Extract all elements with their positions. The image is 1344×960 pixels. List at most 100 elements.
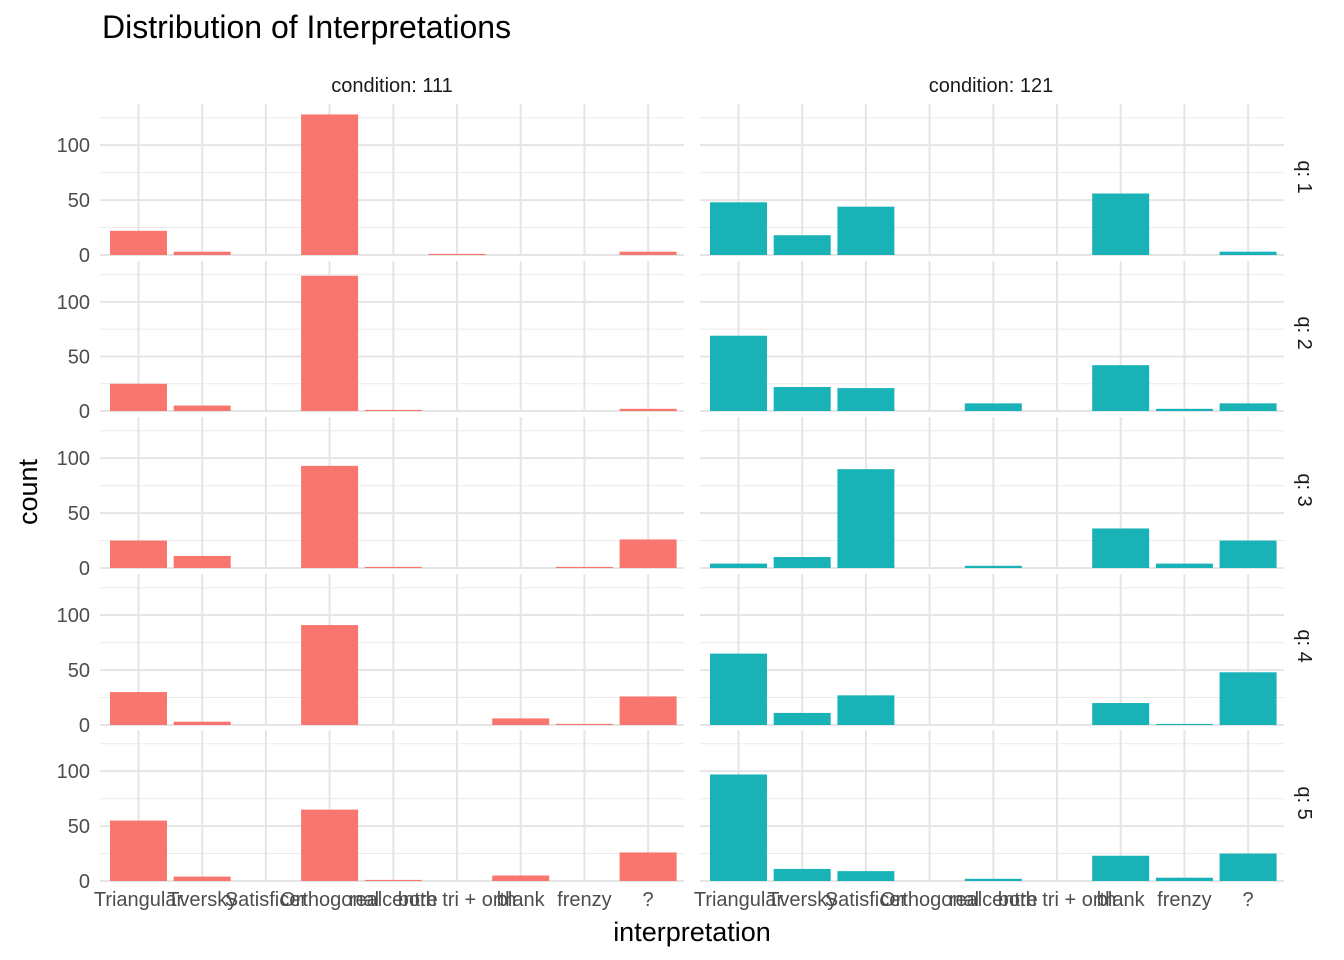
panel-q-4-condition-121 [700,574,1284,726]
bar-triangular [710,563,767,568]
bar-tversky [173,405,231,411]
panel-q-1-condition-111: 0 50 100 [57,104,684,267]
facet-strip-q4: q: 4 [1293,629,1315,662]
bar-triangular [710,202,767,255]
x-tick-label: both tri + orth [398,889,516,911]
x-tick-label: frenzy [1157,889,1211,911]
bar-triangular [110,230,167,255]
x-axis-label: interpretation [613,917,771,947]
bar-question [619,408,677,411]
bar-question [1219,251,1277,255]
x-tick-label: Triangular [694,889,784,911]
bar-question [1219,672,1277,725]
bar-question [619,539,677,568]
bar-satisficer [837,871,895,881]
panel-q-3-condition-121 [700,417,1284,569]
x-tick-label: frenzy [557,889,611,911]
bar-realcentre [964,403,1022,411]
bar-blank [1092,365,1150,411]
y-tick-label: 50 [68,660,90,682]
bar-tversky [173,555,231,568]
x-tick-label: Orthogonal [880,889,979,911]
bar-tversky [173,251,231,255]
bar-frenzy [555,723,613,725]
bar-frenzy [555,566,613,568]
bar-tversky [773,868,831,881]
bar-satisficer [837,206,895,255]
bar-blank [492,875,550,881]
bar-tversky [773,387,831,411]
bar-tversky [773,557,831,568]
bar-triangular [710,653,767,725]
x-tick-label: Satisficer [225,889,308,911]
y-tick-label: 100 [57,605,90,627]
chart-title: Distribution of Interpretations [102,9,511,45]
bar-orthogonal [301,465,359,568]
bar-both-tri-orth [428,253,486,255]
facet-strips-right: q: 1 q: 2 q: 3 q: 4 q: 5 [1293,160,1315,819]
x-tick-label: Tversky [767,889,837,911]
panel-q-1-condition-121 [700,104,1284,256]
x-tick-label: Tversky [167,889,237,911]
bar-frenzy [1155,877,1213,881]
bar-triangular [110,692,167,725]
bar-tversky [773,712,831,725]
bar-triangular [710,335,767,411]
y-tick-label: 0 [79,871,90,893]
bar-satisficer [837,388,895,411]
y-tick-label: 50 [68,816,90,838]
facet-strip-q2: q: 2 [1293,316,1315,349]
bar-orthogonal [301,114,359,255]
bar-orthogonal [301,625,359,725]
x-tick-label: ? [643,889,654,911]
bar-tversky [173,721,231,725]
bar-frenzy [1155,723,1213,725]
bar-realcentre [364,566,422,568]
bar-realcentre [364,409,422,411]
facet-strip-condition-121: condition: 121 [929,75,1054,97]
bar-blank [1092,528,1150,568]
x-tick-label: Satisficer [825,889,908,911]
facet-strip-q5: q: 5 [1293,786,1315,819]
bar-orthogonal [301,809,359,881]
y-tick-label: 100 [57,761,90,783]
x-tick-label: ? [1243,889,1254,911]
y-tick-label: 50 [68,503,90,525]
panel-q-5-condition-121: TriangularTverskySatisficerOrthogonalrea… [694,730,1284,911]
bar-blank [1092,193,1150,255]
bar-question [1219,853,1277,881]
x-tick-label: both tri + orth [998,889,1116,911]
bar-frenzy [1155,563,1213,568]
bar-realcentre [364,879,422,881]
panel-q-2-condition-111: 0 50 100 [57,261,684,423]
bar-question [1219,403,1277,411]
bar-triangular [110,540,167,568]
bar-satisficer [837,695,895,725]
y-tick-label: 100 [57,292,90,314]
bar-question [619,251,677,255]
panel-q-2-condition-121 [700,261,1284,412]
facet-strip-q1: q: 1 [1293,160,1315,193]
bar-orthogonal [301,275,359,411]
bar-satisficer [837,469,895,568]
x-tick-label: blank [497,889,546,911]
facet-strips-top: condition: 111 condition: 121 [331,75,1053,97]
y-tick-label: 100 [57,448,90,470]
bar-question [619,852,677,881]
x-tick-label: blank [1097,889,1146,911]
panel-q-5-condition-111: 0 50 100 TriangularTverskySatisficerOrthogo… [57,730,684,911]
bar-tversky [773,235,831,255]
y-axis-label: count [13,458,43,525]
bar-blank [1092,855,1150,881]
bar-realcentre [964,878,1022,881]
facet-panels: 0 50 100 0 50 100 0 50 100 0 50 100 0 50 100 Triangular… [57,104,1284,911]
y-tick-label: 0 [79,715,90,737]
bar-question [619,696,677,725]
bar-question [1219,540,1277,568]
y-tick-label: 100 [57,135,90,157]
facet-strip-condition-111: condition: 111 [331,75,453,97]
x-tick-label: Orthogonal [280,889,379,911]
y-tick-label: 0 [79,401,90,423]
bar-realcentre [964,565,1022,568]
